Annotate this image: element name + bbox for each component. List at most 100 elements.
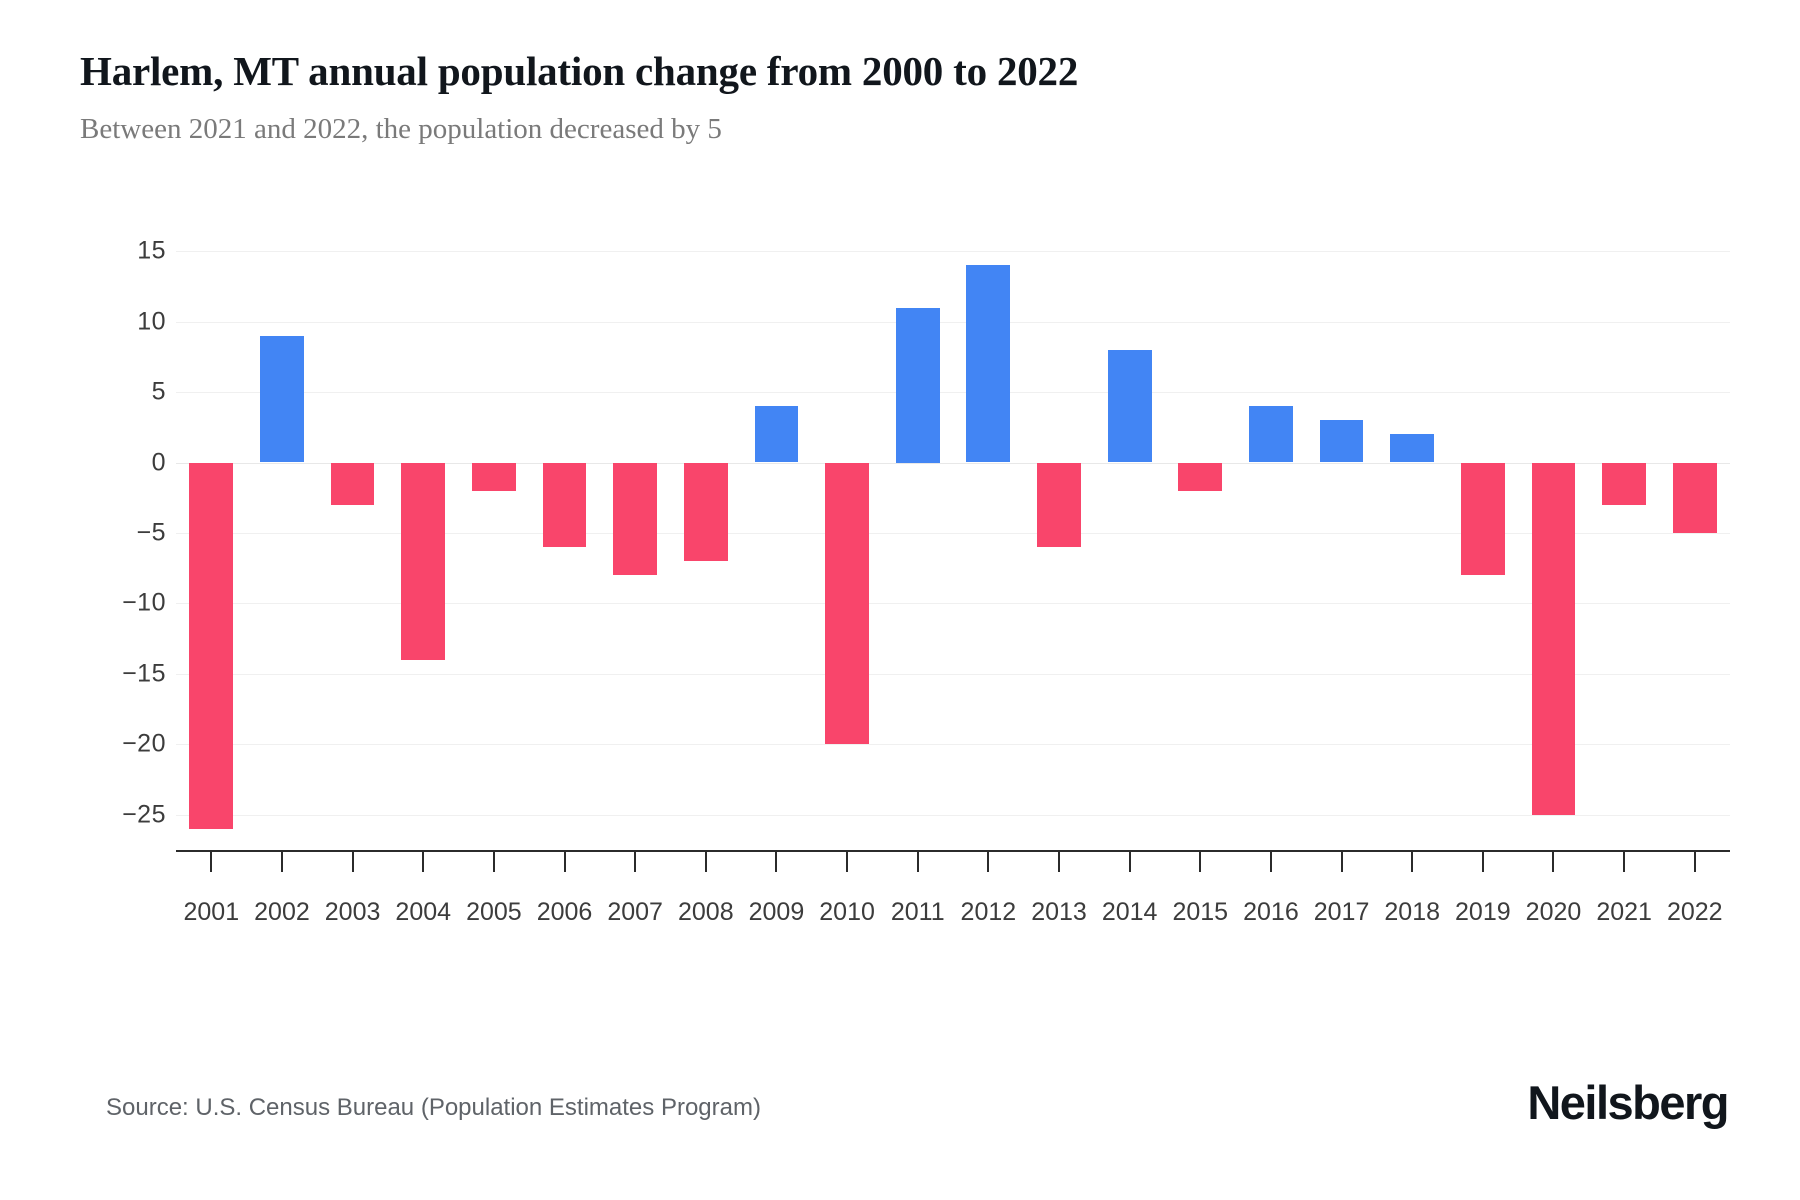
- x-axis-tick-label: 2020: [1525, 898, 1582, 926]
- bar-2007[interactable]: [613, 462, 658, 576]
- bar-2017[interactable]: [1319, 420, 1364, 463]
- y-axis-tick-label: 0: [151, 448, 166, 476]
- bar-2009[interactable]: [754, 406, 799, 463]
- y-axis-tick-label: −20: [122, 729, 166, 758]
- source-note: Source: U.S. Census Bureau (Population E…: [106, 1094, 761, 1121]
- tick-mark: [1199, 850, 1202, 872]
- bar-slot: [1094, 230, 1165, 850]
- x-axis-tick-label: 2005: [466, 898, 522, 926]
- gridline: [176, 603, 1730, 605]
- bar-2001[interactable]: [189, 462, 234, 829]
- x-axis-tick-label: 2003: [324, 898, 381, 926]
- x-axis-tick-label: 2013: [1031, 898, 1087, 926]
- gridline: [176, 814, 1730, 816]
- x-axis-tick-label: 2010: [819, 898, 875, 926]
- tick-mark: [280, 850, 283, 872]
- x-axis-tick-label: 2012: [960, 898, 1017, 926]
- gridline: [176, 673, 1730, 675]
- tick-mark: [704, 850, 707, 872]
- bar-slot: [247, 230, 318, 850]
- x-axis-tick-label: 2021: [1596, 898, 1652, 926]
- gridline: [176, 744, 1730, 746]
- bar-slot: [1377, 230, 1448, 850]
- bar-2022[interactable]: [1672, 462, 1717, 533]
- x-axis-tick-label: 2004: [395, 898, 452, 926]
- gridline: [176, 392, 1730, 394]
- y-axis-tick-label: 10: [137, 307, 166, 336]
- bar-2003[interactable]: [330, 462, 375, 505]
- tick-mark: [492, 850, 495, 872]
- x-axis-tick-label: 2011: [890, 898, 945, 926]
- bar-2005[interactable]: [471, 462, 516, 491]
- bar-slot: [1024, 230, 1095, 850]
- chart-footer: Source: U.S. Census Bureau (Population E…: [0, 1020, 1800, 1200]
- bar-slot: [600, 230, 671, 850]
- tick-mark: [210, 850, 213, 872]
- bar-slot: [1236, 230, 1307, 850]
- tick-mark: [1269, 850, 1272, 872]
- plot-area: 15 10 5 0 −5 −10 −15 −20 −25: [110, 230, 1730, 850]
- tick-mark: [1340, 850, 1343, 872]
- chart-subtitle: Between 2021 and 2022, the population de…: [80, 113, 722, 146]
- bar-slot: [812, 230, 883, 850]
- plot-canvas: [176, 230, 1730, 850]
- tick-mark: [1623, 850, 1626, 872]
- bar-2013[interactable]: [1037, 462, 1081, 548]
- bar-slot: [1589, 230, 1660, 850]
- x-axis-tick-label: 2008: [677, 898, 734, 926]
- bar-slot: [1165, 230, 1236, 850]
- tick-mark: [1693, 850, 1696, 872]
- tick-mark: [1058, 850, 1060, 872]
- bar-2002[interactable]: [260, 335, 304, 463]
- bar-2018[interactable]: [1390, 434, 1435, 463]
- bar-2020[interactable]: [1531, 462, 1576, 815]
- brand-logo: Neilsberg: [1527, 1076, 1729, 1129]
- x-axis-tick-label: 2019: [1455, 898, 1511, 926]
- bar-slot: [670, 230, 741, 850]
- bar-slot: [1306, 230, 1377, 850]
- bar-slot: [388, 230, 459, 850]
- tick-mark: [775, 850, 778, 872]
- gridline: [176, 532, 1730, 534]
- tick-mark: [422, 850, 425, 872]
- y-axis-tick-label: −5: [136, 518, 166, 547]
- tick-mark: [987, 850, 990, 872]
- bar-2019[interactable]: [1460, 462, 1505, 576]
- x-axis-tick-label: 2014: [1101, 898, 1158, 926]
- chart-header: Harlem, MT annual population change from…: [80, 48, 1720, 147]
- page-title: Harlem, MT annual population change from…: [80, 48, 1079, 94]
- x-axis-line: [176, 850, 1730, 852]
- bar-2004[interactable]: [401, 462, 446, 660]
- bar-2008[interactable]: [683, 462, 728, 562]
- bar-slot: [459, 230, 530, 850]
- y-axis-tick-label: 5: [151, 377, 166, 406]
- y-axis-tick-label: −25: [122, 800, 166, 829]
- bar-2010[interactable]: [825, 462, 869, 745]
- bar-2016[interactable]: [1249, 406, 1293, 463]
- bar-slot: [1518, 230, 1589, 850]
- y-axis: 15 10 5 0 −5 −10 −15 −20 −25: [110, 230, 176, 850]
- x-axis-tick-label: 2015: [1172, 898, 1229, 926]
- bar-slot: [1659, 230, 1730, 850]
- x-axis-tick-label: 2006: [536, 898, 593, 926]
- bar-slot: [317, 230, 388, 850]
- bar-2012[interactable]: [966, 265, 1011, 463]
- bar-2015[interactable]: [1178, 462, 1223, 491]
- tick-mark: [1552, 850, 1555, 872]
- bar-2006[interactable]: [542, 462, 587, 548]
- tick-mark: [1481, 850, 1484, 872]
- tick-mark: [563, 850, 566, 872]
- y-axis-tick-label: −10: [122, 588, 166, 617]
- x-axis-tick-label: 2017: [1313, 898, 1370, 926]
- gridline: [176, 321, 1730, 323]
- bar-series: [176, 230, 1730, 850]
- x-axis-tick-label: 2009: [748, 898, 805, 926]
- tick-mark: [1411, 850, 1414, 872]
- bar-slot: [882, 230, 953, 850]
- bar-2021[interactable]: [1602, 462, 1647, 505]
- tick-mark: [351, 850, 354, 872]
- bar-slot: [529, 230, 600, 850]
- bar-2014[interactable]: [1107, 349, 1152, 463]
- bar-2011[interactable]: [895, 307, 940, 463]
